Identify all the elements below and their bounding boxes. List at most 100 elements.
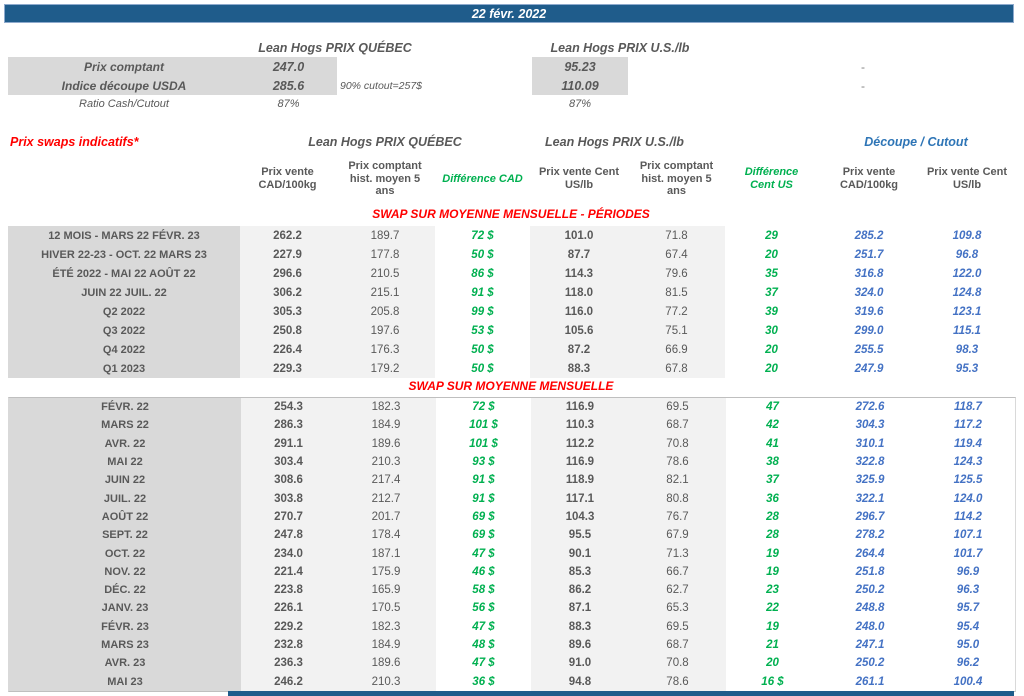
table-row: FÉVR. 23 229.2 182.3 47 $ 88.3 69.5 19 2… (9, 617, 1015, 636)
diff-cad-value: 46 $ (472, 565, 495, 578)
cutout-us-value: 95.0 (956, 639, 980, 651)
spot-qc-indice-decoupe: 285.6 (240, 76, 337, 95)
qc-vente-value: 234.0 (241, 544, 336, 563)
qc-vente-value: 303.4 (241, 452, 336, 472)
table-row: JANV. 23 226.1 170.5 56 $ 87.1 65.3 22 2… (9, 599, 1015, 618)
cutout-cad-value: 248.0 (855, 620, 885, 633)
cutout-us-value: 115.1 (953, 324, 981, 337)
qc-vente-value: 262.2 (240, 226, 335, 245)
qc-vente-value: 305.3 (240, 302, 335, 321)
qc-hist-value: 184.9 (336, 635, 436, 655)
cutout-us-value: 95.4 (956, 620, 980, 633)
cutout-us-value: 107.1 (953, 529, 983, 542)
month-label: FÉVR. 22 (9, 398, 241, 417)
spot-row-label-indice-decoupe: Indice découpe USDA (8, 76, 240, 95)
diff-us-value: 28 (766, 510, 779, 523)
column-header-row: Prix vente CAD/100kg Prix comptant hist.… (8, 152, 1014, 206)
us-vente-value: 87.7 (530, 245, 628, 264)
us-hist-value: 69.5 (629, 617, 726, 636)
cutout-us-value: 100.4 (953, 675, 983, 688)
cutout-cad-value: 248.8 (855, 602, 885, 615)
us-vente-value: 88.3 (531, 617, 629, 636)
us-hist-value: 69.5 (629, 398, 726, 417)
qc-hist-value: 210.3 (336, 672, 436, 691)
diff-us-value: 35 (765, 267, 778, 280)
cutout-us-value: 95.7 (956, 602, 980, 615)
column-header-cutout-cad: Prix vente CAD/100kg (839, 166, 899, 191)
diff-cad-value: 91 $ (471, 286, 494, 299)
qc-vente-value: 291.1 (241, 434, 336, 453)
period-label: Q2 2022 (8, 302, 240, 321)
us-hist-value: 67.9 (629, 526, 726, 545)
diff-cad-value: 86 $ (471, 267, 494, 280)
monthly-section-title: SWAP SUR MOYENNE MENSUELLE (408, 379, 614, 393)
qc-hist-value: 165.9 (336, 580, 436, 600)
diff-us-value: 20 (765, 343, 778, 356)
qc-vente-value: 270.7 (241, 507, 336, 527)
us-hist-value: 68.7 (629, 635, 726, 655)
period-label: 12 MOIS - MARS 22 FÉVR. 23 (8, 226, 240, 245)
cutout-cad-value: 250.2 (855, 657, 885, 670)
us-vente-value: 85.3 (531, 562, 629, 581)
us-vente-value: 88.3 (530, 359, 628, 378)
qc-vente-value: 236.3 (241, 654, 336, 673)
diff-us-value: 21 (766, 639, 779, 651)
diff-us-value: 39 (765, 305, 778, 318)
cutout-cad-value: 264.4 (855, 547, 885, 560)
diff-cad-value: 50 $ (471, 248, 494, 261)
us-hist-value: 71.8 (628, 226, 725, 245)
column-header-qc-hist: Prix comptant hist. moyen 5 ans (348, 159, 422, 198)
spot-us-prix-comptant: 95.23 (532, 57, 628, 76)
cutout-cad-value: 304.3 (855, 419, 885, 432)
qc-vente-value: 250.8 (240, 321, 335, 340)
diff-us-value: 42 (766, 419, 779, 432)
diff-us-value: 36 (766, 492, 779, 505)
us-vente-value: 114.3 (530, 264, 628, 283)
qc-vente-value: 229.3 (240, 359, 335, 378)
cutout-cad-value: 324.0 (854, 286, 884, 299)
us-hist-value: 76.7 (629, 507, 726, 527)
column-header-us-vente: Prix vente Cent US/lb (538, 166, 620, 191)
table-row: MAI 23 246.2 210.3 36 $ 94.8 78.6 16 $ 2… (9, 672, 1015, 691)
diff-us-value: 20 (765, 362, 778, 375)
diff-cad-value: 50 $ (471, 362, 494, 375)
cutout-us-value: 101.7 (953, 547, 983, 560)
qc-hist-value: 175.9 (336, 562, 436, 581)
cutout-group-header: Découpe / Cutout (864, 135, 968, 149)
qc-hist-value: 177.8 (335, 245, 435, 264)
cutout-us-value: 95.3 (955, 362, 979, 375)
qc-vente-value: 247.8 (241, 526, 336, 545)
spot-right-dash-2: - (861, 78, 865, 93)
month-label: MAI 22 (9, 452, 241, 472)
qc-hist-value: 178.4 (336, 526, 436, 545)
month-label: AOÛT 22 (9, 507, 241, 527)
periods-section-title: SWAP SUR MOYENNE MENSUELLE - PÉRIODES (372, 207, 650, 221)
spot-row-label-ratio: Ratio Cash/Cutout (79, 98, 169, 110)
us-hist-value: 80.8 (629, 489, 726, 508)
diff-us-value: 28 (766, 529, 779, 542)
us-vente-value: 90.1 (531, 544, 629, 563)
table-row: AVR. 22 291.1 189.6 101 $ 112.2 70.8 41 … (9, 434, 1015, 453)
diff-cad-value: 101 $ (469, 437, 498, 450)
qc-hist-value: 182.3 (336, 398, 436, 417)
cutout-cad-value: 316.8 (854, 267, 884, 280)
column-header-us-hist: Prix comptant hist. moyen 5 ans (639, 159, 714, 198)
swaps-us-group-header: Lean Hogs PRIX U.S./lb (545, 135, 684, 149)
diff-us-value: 37 (765, 286, 778, 299)
month-label: OCT. 22 (9, 544, 241, 563)
diff-us-value: 20 (765, 248, 778, 261)
spot-us-indice-decoupe: 110.09 (532, 76, 628, 95)
cutout-us-value: 96.9 (956, 565, 980, 578)
cutout-us-value: 96.3 (956, 584, 980, 597)
table-row: JUIL. 22 303.8 212.7 91 $ 117.1 80.8 36 … (9, 489, 1015, 508)
qc-vente-value: 232.8 (241, 635, 336, 655)
qc-hist-value: 184.9 (336, 416, 436, 435)
us-vente-value: 91.0 (531, 654, 629, 673)
cutout-us-value: 125.5 (953, 474, 983, 487)
cutout-cad-value: 261.1 (855, 675, 885, 688)
cutout-us-value: 124.3 (953, 456, 983, 469)
us-hist-value: 78.6 (629, 452, 726, 472)
month-label: AVR. 22 (9, 434, 241, 453)
diff-cad-value: 47 $ (472, 547, 495, 560)
us-vente-value: 116.0 (530, 302, 628, 321)
